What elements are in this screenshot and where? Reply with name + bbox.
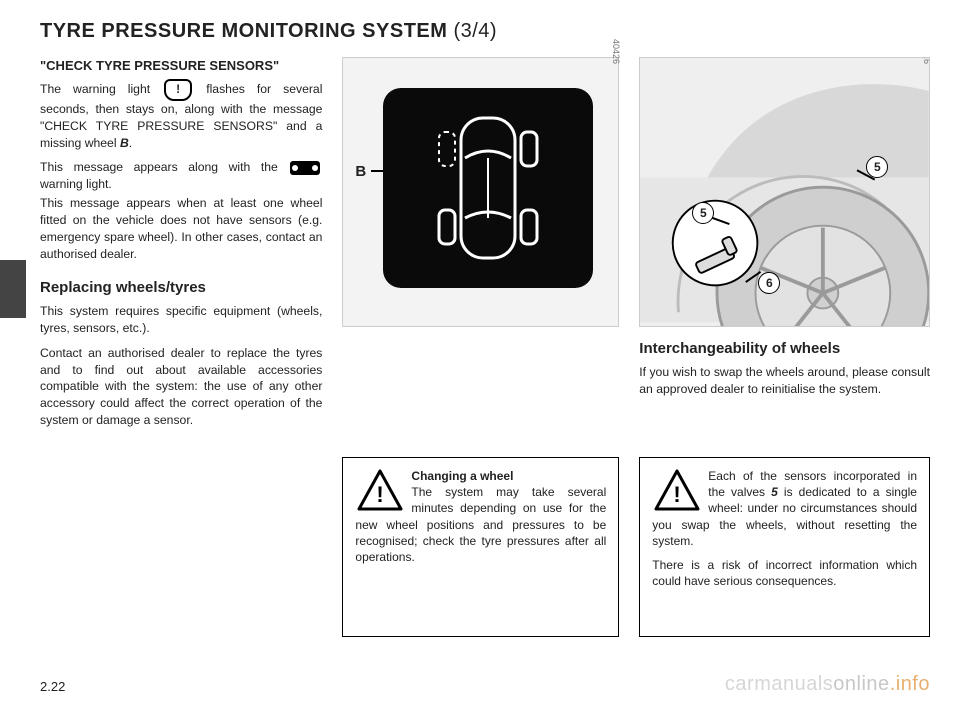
car-top-view-icon [383,88,593,288]
para-equipment: This system requires specific equipment … [40,303,322,337]
warning-triangle-icon: ! [652,468,702,512]
columns: "CHECK TYRE PRESSURE SENSORS" The warnin… [40,57,930,637]
warning-box-sensors: ! Each of the sensors incorporated in th… [639,457,930,637]
watermark-a: carmanuals [725,673,833,695]
ref-5: 5 [771,485,778,499]
heading-interchangeability: Interchangeability of wheels [639,339,930,360]
svg-text:!: ! [377,482,384,507]
warn-text-c: There is a risk of incorrect information… [652,557,917,589]
callout-B: B [355,162,366,183]
dashboard-screen [383,88,593,288]
page-title: TYRE PRESSURE MONITORING SYSTEM (3/4) [40,20,930,43]
text-frag: . [129,136,132,150]
car-wheel-illustration [640,58,929,326]
svg-text:!: ! [674,482,681,507]
watermark: carmanualsonline.info [725,673,930,696]
figure-wheel-valve: 38916 [639,57,930,327]
tpms-warning-icon [164,79,192,101]
image-number: 38916 [921,57,930,64]
text-frag: warning light. [40,177,112,191]
para-warning-light: The warning light flashes for several se… [40,79,322,151]
manual-page: TYRE PRESSURE MONITORING SYSTEM (3/4) "C… [0,0,960,710]
text-frag: This message appears along with the [40,160,288,174]
col-right: 38916 [639,57,930,637]
para-dealer: Contact an authorised dealer to replace … [40,345,322,429]
para-interchange: If you wish to swap the wheels around, p… [639,364,930,398]
figure-tpms-screen: 40426 B [342,57,619,327]
title-main: TYRE PRESSURE MONITORING SYSTEM [40,20,453,42]
ref-B: B [120,136,129,150]
spacer [342,327,619,457]
col-mid: 40426 B [342,57,619,637]
watermark-c: .info [890,673,930,695]
text-frag: The warning light [40,82,162,96]
watermark-b: online [833,673,889,695]
warning-triangle-icon: ! [355,468,405,512]
page-number: 2.22 [40,679,65,694]
col-left: "CHECK TYRE PRESSURE SENSORS" The warnin… [40,57,322,637]
service-wrench-icon [290,161,320,175]
warning-title: Changing a wheel [411,469,513,483]
subhead-check-sensors: "CHECK TYRE PRESSURE SENSORS" [40,57,322,75]
title-part: (3/4) [453,20,497,42]
image-number: 40426 [610,39,622,64]
chapter-tab [0,260,26,318]
para-wrench: This message appears along with the warn… [40,159,322,193]
para-no-sensors: This message appears when at least one w… [40,195,322,262]
warning-box-changing-wheel: ! Changing a wheel The system may take s… [342,457,619,637]
heading-replacing: Replacing wheels/tyres [40,278,322,299]
